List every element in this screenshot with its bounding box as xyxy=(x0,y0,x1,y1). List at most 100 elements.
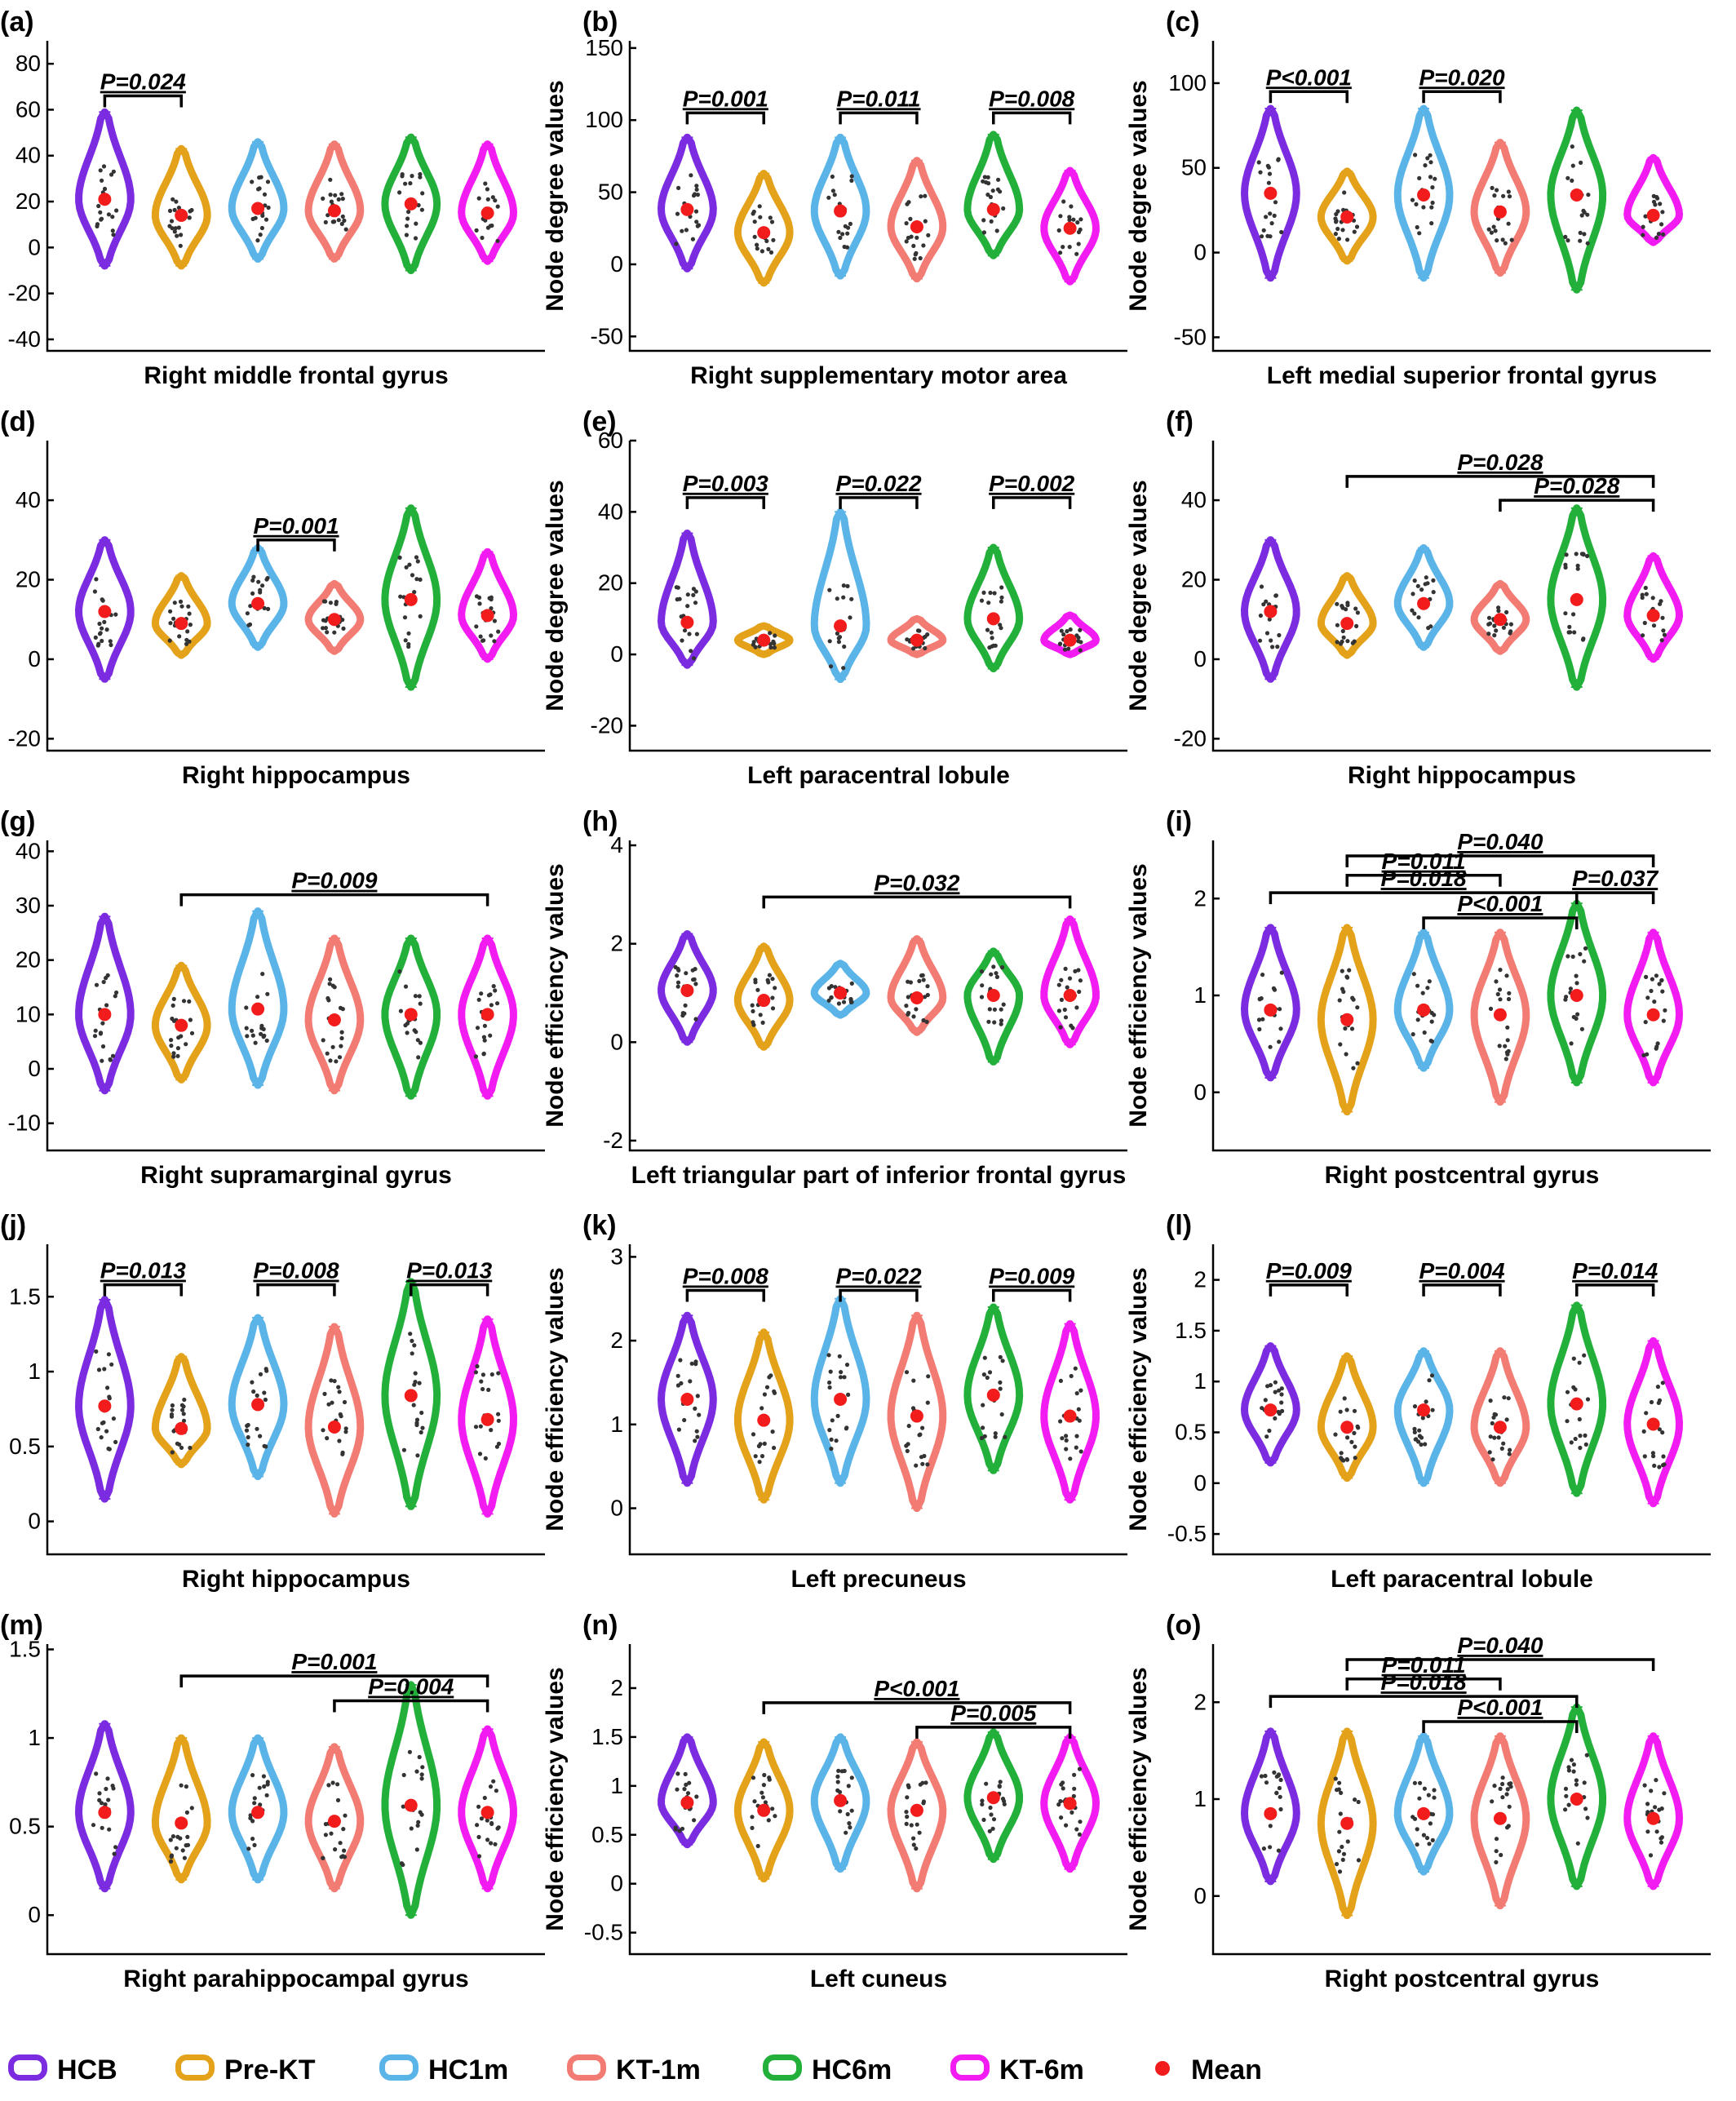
data-point-j xyxy=(478,1424,483,1429)
data-point-c xyxy=(1581,208,1586,213)
data-point-d xyxy=(246,623,251,627)
data-point-d xyxy=(489,597,494,602)
data-point-c xyxy=(1578,230,1583,235)
data-point-n xyxy=(981,1817,986,1822)
data-point-k xyxy=(993,1434,998,1439)
data-point-o xyxy=(1268,1824,1273,1828)
y-tick-label-l: -0.5 xyxy=(1167,1521,1207,1546)
data-point-h xyxy=(693,1017,698,1022)
data-point-m xyxy=(264,1793,269,1797)
data-point-b xyxy=(752,234,757,239)
legend-swatch-pre-kt xyxy=(175,2054,215,2081)
data-point-h xyxy=(1062,1007,1067,1013)
data-point-b xyxy=(680,228,684,233)
data-point-b xyxy=(768,250,774,255)
data-point-l xyxy=(1492,1435,1497,1440)
data-point-m xyxy=(175,1834,180,1839)
data-point-g xyxy=(327,982,332,986)
data-point-l xyxy=(1417,1428,1422,1433)
panel-label-d: (d) xyxy=(0,406,35,437)
data-point-g xyxy=(479,991,484,996)
data-point-j xyxy=(181,1418,187,1423)
data-point-i xyxy=(1278,1026,1283,1031)
p-value-label-l: P=0.014 xyxy=(1572,1258,1658,1283)
data-point-m xyxy=(476,1834,481,1840)
axes-o xyxy=(1211,1644,1711,1956)
data-point-h xyxy=(829,995,834,1000)
data-point-d xyxy=(480,638,485,643)
panel-title-j: Right hippocampus xyxy=(182,1566,410,1593)
data-point-j xyxy=(420,1425,425,1430)
data-point-c xyxy=(1660,210,1665,215)
y-tick-label-m: 1.5 xyxy=(9,1637,41,1662)
data-point-n xyxy=(1078,1820,1083,1824)
data-point-a xyxy=(101,164,107,169)
p-value-label-o: P=0.018 xyxy=(1381,1669,1468,1695)
data-point-f xyxy=(1574,552,1579,556)
mean-dot-kt-1m-f xyxy=(1493,613,1507,627)
data-point-c xyxy=(1268,211,1273,216)
data-point-h xyxy=(773,986,777,991)
data-point-j xyxy=(329,1378,334,1383)
data-point-o xyxy=(1264,1780,1269,1785)
significance-bracket-o xyxy=(1269,1695,1579,1709)
data-point-a xyxy=(326,213,330,218)
data-point-b xyxy=(911,243,916,248)
data-point-c xyxy=(1506,189,1511,194)
data-point-b xyxy=(1001,206,1006,211)
data-point-m xyxy=(180,1848,185,1853)
data-point-k xyxy=(695,1394,700,1398)
data-point-d xyxy=(171,616,176,621)
panel-label-l: (l) xyxy=(1166,1210,1192,1241)
data-point-f xyxy=(1419,587,1424,592)
data-point-g xyxy=(416,1055,421,1060)
data-point-m xyxy=(261,1774,266,1779)
data-point-j xyxy=(486,1387,491,1392)
data-point-b xyxy=(840,232,845,237)
y-tick-label-j: 1.5 xyxy=(9,1283,41,1309)
data-point-o xyxy=(1494,1849,1499,1854)
data-point-h xyxy=(987,1007,992,1012)
data-point-m xyxy=(414,1847,419,1852)
axes-g xyxy=(46,840,545,1152)
data-point-i xyxy=(1504,973,1509,978)
data-point-i xyxy=(1497,1044,1502,1048)
data-point-j xyxy=(244,1428,250,1433)
data-point-e xyxy=(685,604,690,609)
data-point-j xyxy=(188,1445,193,1451)
data-point-i xyxy=(1507,991,1512,995)
data-point-c xyxy=(1421,205,1426,210)
data-point-l xyxy=(1265,1384,1270,1389)
data-point-e xyxy=(849,596,854,601)
p-value-label-f: P=0.028 xyxy=(1457,450,1543,475)
data-point-l xyxy=(1268,1383,1273,1388)
data-point-j xyxy=(111,1416,116,1421)
data-point-e xyxy=(999,599,1003,604)
data-point-e xyxy=(772,645,777,650)
data-point-n xyxy=(835,1774,840,1779)
data-point-h xyxy=(1077,989,1082,995)
data-point-g xyxy=(114,990,119,995)
data-point-b xyxy=(757,204,762,209)
mean-dot-hc6m-c xyxy=(1570,188,1583,202)
data-point-f xyxy=(1575,566,1580,571)
data-point-b xyxy=(981,230,986,235)
y-tick-label-m: 0.5 xyxy=(9,1814,41,1839)
significance-bracket-c xyxy=(1422,90,1502,104)
panel-label-h: (h) xyxy=(582,806,618,837)
data-point-g xyxy=(264,1038,269,1043)
data-point-a xyxy=(172,207,177,212)
data-point-d xyxy=(168,609,173,614)
data-point-a xyxy=(405,216,410,221)
mean-dot-kt-1m-b xyxy=(910,220,923,233)
axes-f xyxy=(1211,441,1711,752)
data-point-d xyxy=(248,604,253,609)
data-point-m xyxy=(476,1804,481,1809)
data-point-o xyxy=(1645,1829,1650,1834)
data-point-b xyxy=(998,189,1003,194)
data-point-n xyxy=(683,1771,688,1776)
data-point-f xyxy=(1567,624,1572,630)
data-point-n xyxy=(1070,1810,1074,1815)
p-value-label-f: P=0.028 xyxy=(1534,473,1620,499)
